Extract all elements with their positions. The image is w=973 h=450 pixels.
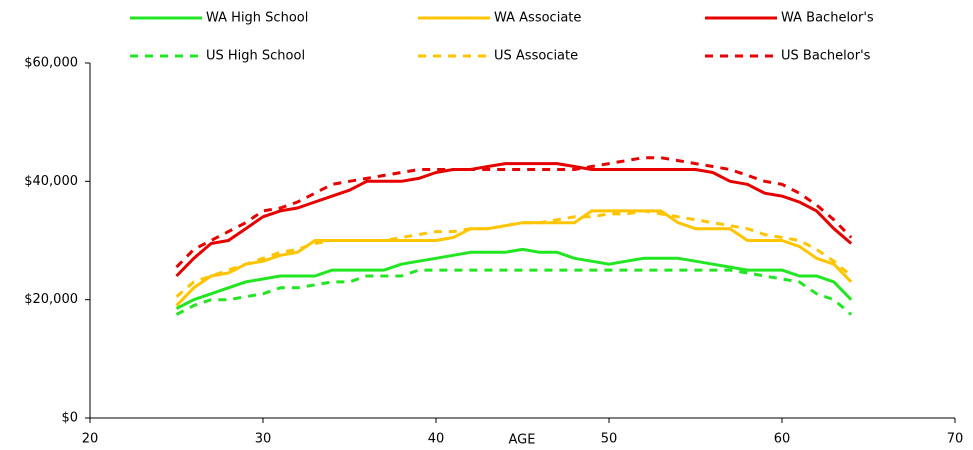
x-tick-label: 70 — [947, 432, 964, 447]
x-tick-label: 30 — [255, 432, 272, 447]
legend-label: WA High School — [206, 11, 308, 26]
legend-label: US Associate — [494, 49, 578, 64]
x-tick-label: 20 — [82, 432, 99, 447]
y-tick-label: $0 — [61, 411, 78, 426]
series-line — [175, 162, 853, 278]
legend-label: US High School — [206, 49, 305, 64]
y-tick-label: $40,000 — [24, 174, 78, 189]
series-line — [175, 156, 853, 269]
y-tick-label: $60,000 — [24, 56, 78, 71]
series-line — [175, 209, 853, 298]
legend-label: US Bachelor's — [781, 49, 871, 64]
legend-label: WA Associate — [494, 11, 581, 26]
series-line — [175, 247, 853, 310]
x-tick-label: 50 — [601, 432, 618, 447]
x-tick-label: 60 — [774, 432, 791, 447]
x-tick-label: 40 — [428, 432, 445, 447]
y-tick-label: $20,000 — [24, 292, 78, 307]
x-axis-title: AGE — [509, 433, 536, 448]
legend-label: WA Bachelor's — [781, 11, 874, 26]
